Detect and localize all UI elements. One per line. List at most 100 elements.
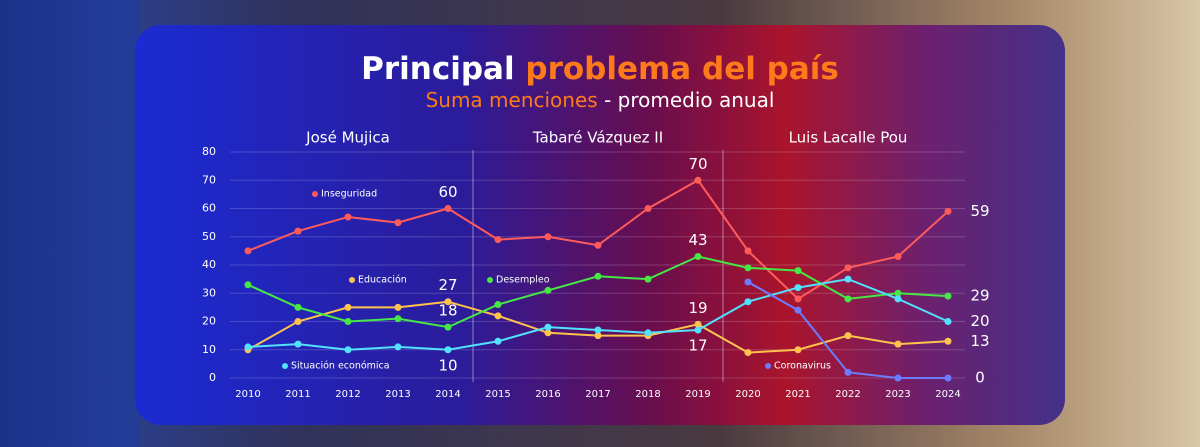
x-tick-label: 2016 [535, 389, 560, 400]
data-label: 18 [438, 302, 457, 320]
data-point [794, 284, 802, 292]
data-point [694, 176, 702, 184]
x-tick-label: 2012 [335, 389, 360, 400]
legend-swatch [282, 363, 288, 369]
legend-label: Coronavirus [774, 361, 831, 372]
data-point [594, 332, 602, 340]
data-point [394, 303, 402, 311]
data-point [444, 205, 452, 212]
data-point [294, 318, 302, 325]
data-label: 19 [688, 299, 707, 317]
y-tick-label: 0 [209, 371, 216, 384]
data-point [544, 286, 552, 294]
data-point [944, 374, 952, 382]
data-label: 29 [970, 287, 989, 305]
period-label: José Mujica [305, 129, 390, 147]
data-label: 43 [688, 231, 707, 249]
data-label: 20 [970, 312, 989, 330]
data-point [794, 295, 802, 303]
data-point [544, 323, 552, 331]
data-point [494, 337, 502, 345]
data-point [294, 227, 302, 235]
legend-swatch [349, 277, 355, 283]
data-point [744, 298, 752, 306]
data-point [844, 295, 852, 303]
y-tick-label: 10 [202, 343, 216, 356]
data-point [844, 368, 852, 376]
data-point [644, 275, 652, 283]
y-tick-label: 20 [202, 315, 216, 328]
data-point [394, 315, 402, 323]
y-tick-label: 70 [202, 173, 216, 186]
x-tick-label: 2010 [235, 389, 260, 400]
data-point [394, 343, 402, 351]
period-label: Tabaré Vázquez II [532, 129, 663, 147]
x-tick-label: 2021 [785, 389, 810, 400]
data-point [394, 219, 402, 227]
x-tick-label: 2022 [835, 389, 860, 400]
x-tick-label: 2018 [635, 389, 660, 400]
data-point [644, 205, 652, 212]
data-label: 17 [688, 336, 707, 354]
data-point [744, 349, 752, 357]
data-point [894, 295, 902, 303]
x-tick-label: 2020 [735, 389, 760, 400]
panel [135, 25, 1065, 425]
data-point [344, 346, 352, 354]
y-tick-label: 30 [202, 286, 216, 299]
data-label: 59 [970, 202, 989, 220]
chart-title: Principal problema del país [361, 51, 839, 87]
legend-label: Educación [358, 275, 407, 286]
title-accent: problema del país [525, 51, 838, 87]
chart-subtitle: Suma menciones - promedio anual [426, 88, 775, 112]
data-point [694, 320, 702, 328]
x-tick-label: 2023 [885, 389, 910, 400]
data-point [444, 298, 452, 306]
data-point [344, 213, 352, 221]
data-point [694, 253, 702, 261]
data-point [894, 253, 902, 261]
data-point [294, 303, 302, 311]
x-tick-label: 2017 [585, 389, 610, 400]
data-label: 70 [688, 155, 707, 173]
x-tick-label: 2011 [285, 389, 310, 400]
x-tick-label: 2015 [485, 389, 510, 400]
data-point [244, 247, 252, 255]
data-point [944, 207, 952, 215]
data-label: 0 [975, 369, 985, 387]
data-label: 60 [438, 183, 457, 201]
data-point [544, 233, 552, 241]
data-point [944, 292, 952, 300]
data-point [344, 318, 352, 325]
data-point [494, 301, 502, 309]
x-tick-label: 2013 [385, 389, 410, 400]
backdrop-left [0, 0, 140, 447]
data-point [744, 264, 752, 272]
legend-label: Inseguridad [321, 189, 377, 200]
data-point [794, 346, 802, 354]
data-label: 13 [970, 332, 989, 350]
data-label: 27 [438, 276, 457, 294]
legend-swatch [487, 277, 493, 283]
data-point [244, 281, 252, 289]
x-tick-label: 2019 [685, 389, 710, 400]
x-tick-label: 2024 [935, 389, 960, 400]
y-tick-label: 80 [202, 145, 216, 158]
title-lead: Principal [361, 51, 514, 87]
data-point [844, 332, 852, 340]
data-point [844, 264, 852, 272]
legend-swatch [312, 191, 318, 197]
data-point [244, 343, 252, 351]
y-tick-label: 60 [202, 202, 216, 215]
period-label: Luis Lacalle Pou [789, 129, 908, 147]
subtitle-rest: - promedio anual [604, 88, 774, 112]
legend-swatch [765, 363, 771, 369]
data-point [844, 275, 852, 283]
data-point [494, 312, 502, 320]
y-tick-label: 50 [202, 230, 216, 243]
data-point [294, 340, 302, 348]
legend-label: Situación económica [291, 361, 390, 372]
data-point [494, 236, 502, 244]
